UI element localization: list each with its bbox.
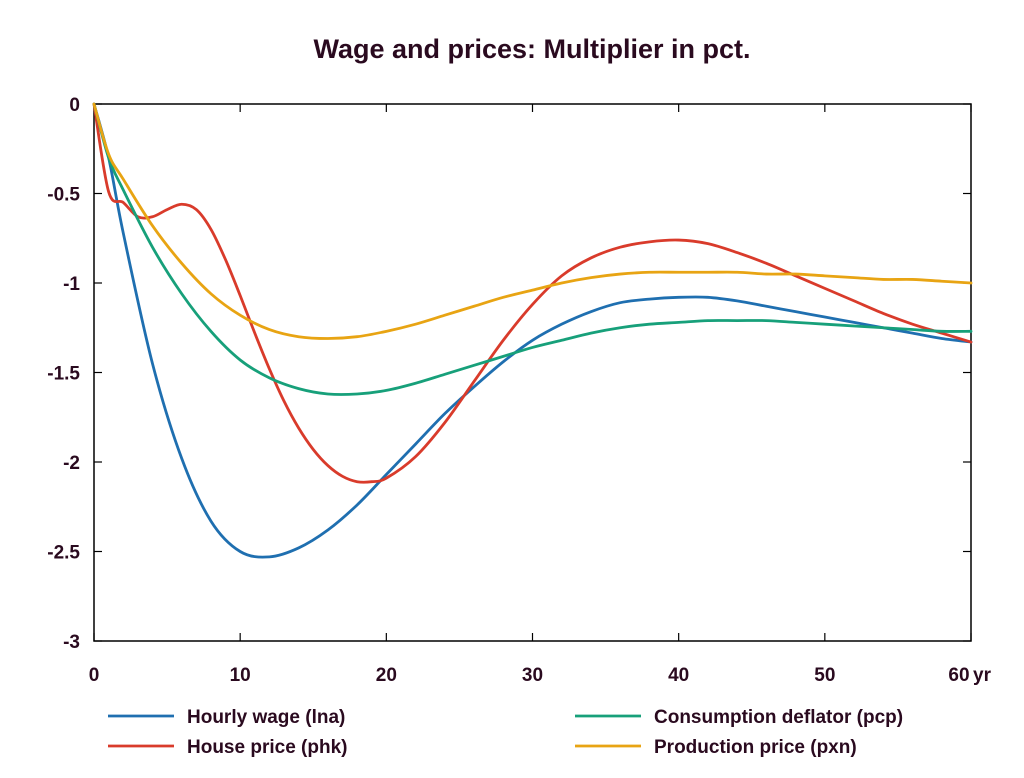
plot-area-frame xyxy=(93,103,972,642)
y-tick-label: -2 xyxy=(63,453,80,474)
chart-title: Wage and prices: Multiplier in pct. xyxy=(313,34,750,64)
legend-label-1: House price (phk) xyxy=(187,737,347,758)
x-tick-label: 10 xyxy=(230,665,251,686)
series-line-2 xyxy=(92,102,973,396)
y-tick-label: -0.5 xyxy=(47,185,80,206)
legend-label-0: Hourly wage (lna) xyxy=(187,707,345,728)
x-tick-label: 60 xyxy=(948,665,969,686)
series-line-3 xyxy=(92,102,973,340)
legend-label-3: Production price (pxn) xyxy=(654,737,857,758)
series-line-1 xyxy=(92,102,973,484)
y-tick-label: -1 xyxy=(63,274,80,295)
y-tick-label: -3 xyxy=(63,632,80,653)
series-lines xyxy=(92,102,973,559)
x-tick-label: 30 xyxy=(522,665,543,686)
legend: Hourly wage (lna) House price (phk) Consum… xyxy=(108,707,903,758)
x-tick-label: 50 xyxy=(814,665,835,686)
x-axis-unit-label: yr xyxy=(973,665,992,686)
legend-label-2: Consumption deflator (pcp) xyxy=(654,707,903,728)
series-line-0 xyxy=(92,102,973,559)
x-tick-label: 0 xyxy=(89,665,100,686)
x-tick-label: 40 xyxy=(668,665,689,686)
y-tick-label: 0 xyxy=(69,95,80,116)
axis-ticks: 0 -0.5 -1 -1.5 -2 -2.5 -3 0 10 20 30 40 50 60 yr xyxy=(47,95,991,686)
y-tick-label: -1.5 xyxy=(47,364,80,385)
y-tick-label: -2.5 xyxy=(47,543,80,564)
x-tick-label: 20 xyxy=(376,665,397,686)
